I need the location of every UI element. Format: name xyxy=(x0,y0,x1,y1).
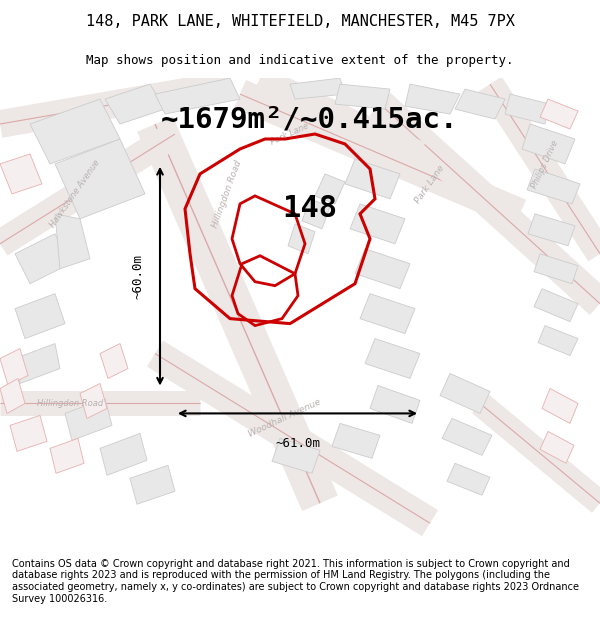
Polygon shape xyxy=(0,379,25,413)
Polygon shape xyxy=(538,326,578,356)
Polygon shape xyxy=(405,84,460,114)
Polygon shape xyxy=(440,374,490,413)
Polygon shape xyxy=(302,199,330,229)
Polygon shape xyxy=(15,294,65,339)
Polygon shape xyxy=(447,463,490,495)
Polygon shape xyxy=(15,344,60,384)
Polygon shape xyxy=(335,84,390,109)
Polygon shape xyxy=(10,416,47,451)
Polygon shape xyxy=(370,386,420,423)
Text: Contains OS data © Crown copyright and database right 2021. This information is : Contains OS data © Crown copyright and d… xyxy=(12,559,579,604)
Polygon shape xyxy=(15,234,70,284)
Polygon shape xyxy=(155,78,240,114)
Polygon shape xyxy=(315,174,345,204)
Polygon shape xyxy=(80,384,107,418)
Polygon shape xyxy=(350,204,405,244)
Text: Park Lane: Park Lane xyxy=(269,121,311,147)
Text: Hillingdon Road: Hillingdon Road xyxy=(37,399,103,408)
Polygon shape xyxy=(540,431,574,463)
Text: 148: 148 xyxy=(283,194,338,223)
Text: Hillingdon Road: Hillingdon Road xyxy=(211,159,244,229)
Text: Philips Drive: Philips Drive xyxy=(530,138,560,189)
Polygon shape xyxy=(130,465,175,504)
Polygon shape xyxy=(105,84,165,124)
Polygon shape xyxy=(55,139,145,219)
Polygon shape xyxy=(0,349,28,386)
Polygon shape xyxy=(288,224,315,254)
Text: Woodhall Avenue: Woodhall Avenue xyxy=(247,398,323,439)
Polygon shape xyxy=(345,159,400,199)
Text: ~1679m²/~0.415ac.: ~1679m²/~0.415ac. xyxy=(161,105,459,133)
Text: Park Lane: Park Lane xyxy=(413,163,446,205)
Polygon shape xyxy=(100,433,147,475)
Polygon shape xyxy=(365,339,420,379)
Polygon shape xyxy=(332,423,380,458)
Text: Map shows position and indicative extent of the property.: Map shows position and indicative extent… xyxy=(86,54,514,68)
Polygon shape xyxy=(528,214,575,246)
Polygon shape xyxy=(527,169,580,204)
Polygon shape xyxy=(30,99,120,164)
Polygon shape xyxy=(290,78,345,99)
Text: 148, PARK LANE, WHITEFIELD, MANCHESTER, M45 7PX: 148, PARK LANE, WHITEFIELD, MANCHESTER, … xyxy=(86,14,514,29)
Polygon shape xyxy=(355,249,410,289)
Polygon shape xyxy=(542,389,578,423)
Polygon shape xyxy=(455,89,505,119)
Text: ~61.0m: ~61.0m xyxy=(275,437,320,450)
Polygon shape xyxy=(65,399,112,441)
Polygon shape xyxy=(272,438,320,473)
Polygon shape xyxy=(505,94,550,124)
Text: Hawkstone Avenue: Hawkstone Avenue xyxy=(48,158,102,229)
Polygon shape xyxy=(534,289,578,322)
Polygon shape xyxy=(442,418,492,456)
Polygon shape xyxy=(55,214,90,269)
Polygon shape xyxy=(360,294,415,334)
Polygon shape xyxy=(522,124,575,164)
Polygon shape xyxy=(534,254,578,284)
Polygon shape xyxy=(50,438,84,473)
Polygon shape xyxy=(540,99,578,129)
Polygon shape xyxy=(100,344,128,379)
Text: ~60.0m: ~60.0m xyxy=(131,254,145,299)
Polygon shape xyxy=(0,154,42,194)
